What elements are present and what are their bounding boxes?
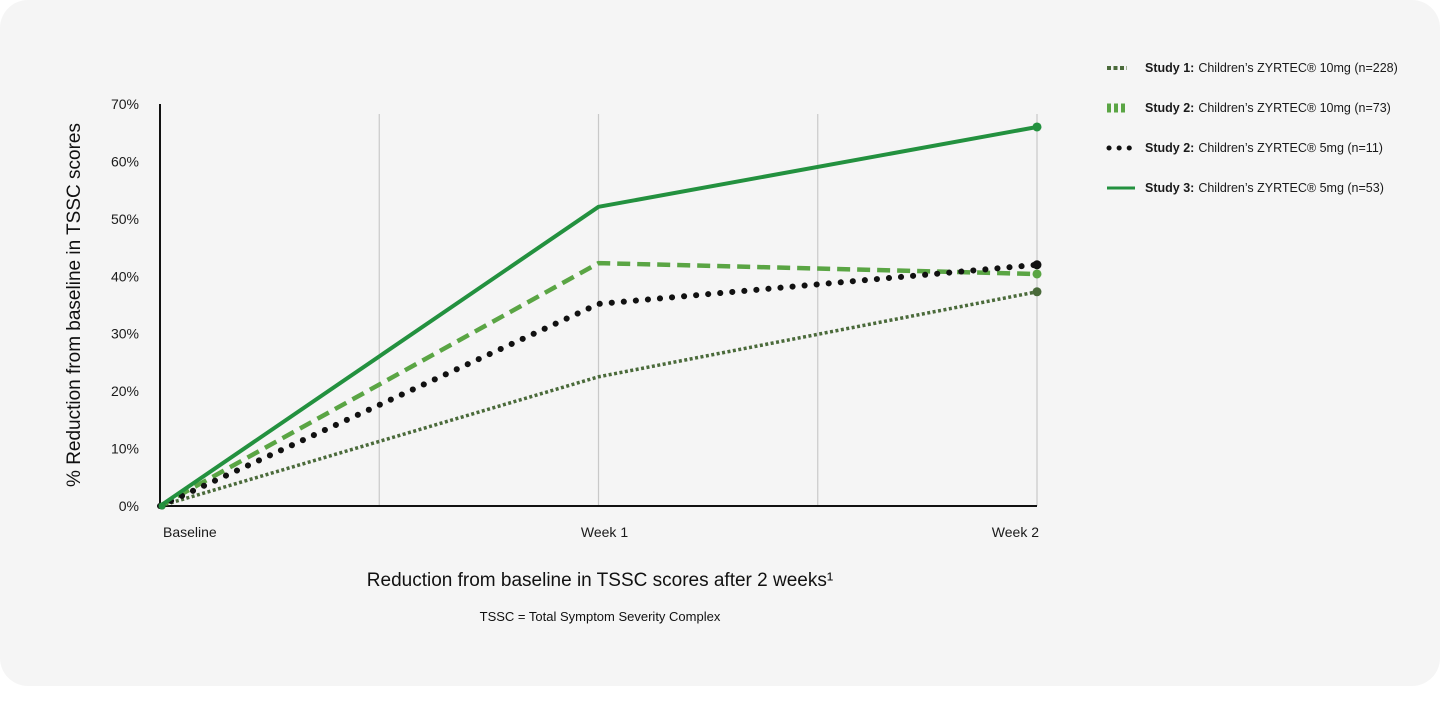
grid-lines	[378, 114, 1038, 506]
y-tick-label: 30%	[111, 326, 139, 342]
series-points	[158, 122, 1042, 510]
legend-swatch	[1107, 66, 1127, 70]
series-line	[158, 260, 1038, 508]
legend-label: Children’s ZYRTEC® 10mg (n=228)	[1198, 61, 1398, 75]
legend-study: Study 3:	[1145, 181, 1195, 195]
y-tick-label: 50%	[111, 211, 139, 227]
x-tick-label: Week 2	[992, 524, 1039, 540]
legend-label: Children’s ZYRTEC® 5mg (n=53)	[1198, 181, 1384, 195]
legend: Study 1: Children’s ZYRTEC® 10mg (n=228)…	[1105, 58, 1425, 218]
y-tick-label: 70%	[111, 96, 139, 112]
legend-study: Study 2:	[1145, 101, 1195, 115]
legend-swatch	[1107, 186, 1135, 190]
series-line	[158, 125, 1038, 508]
series-endpoint	[1032, 287, 1042, 297]
y-tick-label: 0%	[119, 498, 139, 514]
legend-study: Study 1:	[1145, 61, 1195, 75]
series-line	[159, 290, 1038, 508]
series-endpoint	[1032, 122, 1042, 132]
legend-item[interactable]: Study 3: Children’s ZYRTEC® 5mg (n=53)	[1105, 178, 1425, 198]
series-lines	[157, 125, 1040, 509]
legend-label: Children’s ZYRTEC® 5mg (n=11)	[1198, 141, 1383, 155]
legend-item[interactable]: Study 2: Children’s ZYRTEC® 5mg (n=11)	[1105, 138, 1425, 158]
y-tick-label: 10%	[111, 441, 139, 457]
legend-item[interactable]: Study 2: Children’s ZYRTEC® 10mg (n=73)	[1105, 98, 1425, 118]
x-tick-label: Baseline	[163, 524, 217, 540]
legend-label: Children’s ZYRTEC® 10mg (n=73)	[1198, 101, 1391, 115]
legend-item[interactable]: Study 1: Children’s ZYRTEC® 10mg (n=228)	[1105, 58, 1425, 78]
legend-study: Study 2:	[1145, 141, 1195, 155]
footnote: TSSC = Total Symptom Severity Complex	[479, 609, 721, 624]
y-tick-label: 40%	[111, 268, 139, 284]
x-tick-label: Week 1	[581, 524, 628, 540]
series-endpoint	[1032, 260, 1042, 270]
y-tick-label: 60%	[111, 153, 139, 169]
legend-swatch	[1107, 103, 1127, 113]
y-tick-label: 20%	[111, 383, 139, 399]
axes	[159, 104, 1037, 507]
series-line	[157, 261, 1040, 509]
y-tick-labels: 0% 10% 20% 30% 40% 50% 60% 70%	[111, 96, 139, 514]
chart-card	[0, 0, 1440, 686]
series-startpoint	[158, 502, 166, 510]
x-tick-labels: Baseline Week 1 Week 2	[163, 524, 1039, 540]
x-axis-label: Reduction from baseline in TSSC scores a…	[366, 570, 834, 591]
series-endpoint	[1032, 269, 1042, 279]
legend-swatch	[1106, 145, 1137, 151]
y-axis-label: % Reduction from baseline in TSSC scores	[64, 123, 85, 487]
